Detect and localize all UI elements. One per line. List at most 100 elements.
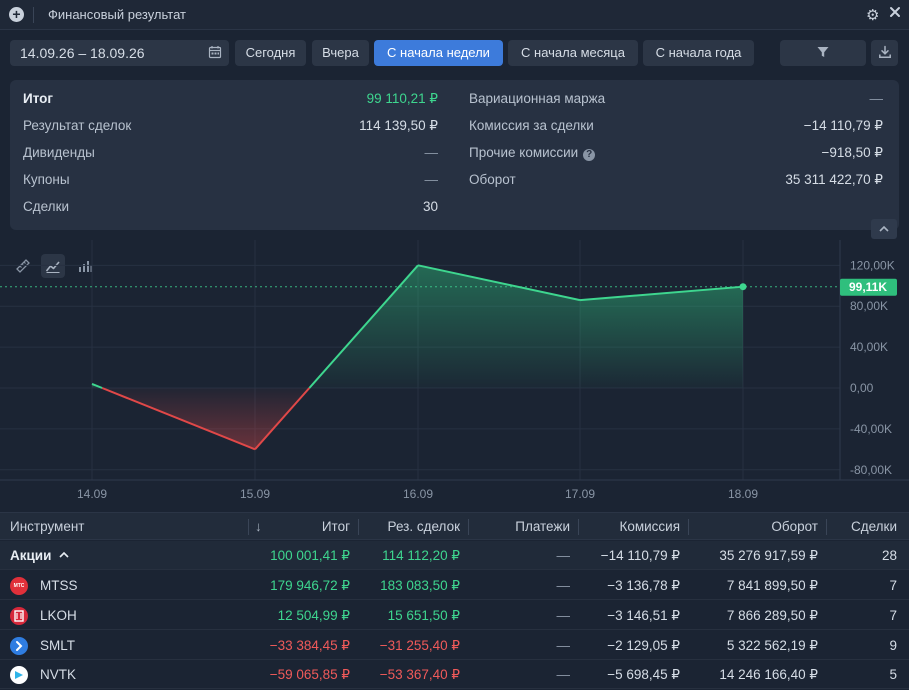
row-total: 12 504,99 ₽ xyxy=(277,608,350,623)
calendar-icon[interactable] xyxy=(208,40,222,66)
col-divider[interactable] xyxy=(688,519,689,535)
row-deals: 7 xyxy=(889,578,897,593)
title-bar: + Финансовый результат ⚙ xyxy=(0,0,909,30)
loss-line xyxy=(254,387,311,450)
summary-turnover-label: Оборот xyxy=(469,172,516,187)
summary-dividends-label: Дивиденды xyxy=(23,145,95,160)
row-turnover: 7 866 289,50 ₽ xyxy=(726,608,818,623)
table-header: Инструмент ↓ Итог Рез. сделок Платежи Ко… xyxy=(0,512,909,540)
current-point-marker xyxy=(739,283,747,291)
summary-other-commissions-label: Прочие комиссии? xyxy=(469,145,596,161)
logo-text: МТС xyxy=(13,583,25,589)
row-total: −59 065,85 ₽ xyxy=(269,667,350,682)
row-payments: — xyxy=(556,638,571,653)
period-year-button[interactable]: С начала года xyxy=(643,40,754,66)
instrument-ticker[interactable]: NVTK xyxy=(40,667,77,682)
table-row[interactable]: МТС MTSS 179 946,72 ₽ 183 083,50 ₽ — −3 136,7… xyxy=(0,571,909,600)
col-total[interactable]: Итог xyxy=(321,519,350,534)
instrument-logo-icon xyxy=(10,666,28,684)
row-total: 179 946,72 ₽ xyxy=(270,578,350,593)
row-deals-result: 183 083,50 ₽ xyxy=(380,578,460,593)
row-deals: 9 xyxy=(889,638,897,653)
summary-total-value: 99 110,21 ₽ xyxy=(366,91,438,106)
profit-area xyxy=(418,265,580,388)
row-deals-result: −53 367,40 ₽ xyxy=(379,667,460,682)
chevron-up-icon[interactable] xyxy=(59,551,69,559)
row-payments: — xyxy=(556,608,571,623)
table-row[interactable]: NVTK −59 065,85 ₽ −53 367,40 ₽ — −5 698,45 ₽… xyxy=(0,660,909,689)
line-chart-tool-button[interactable] xyxy=(41,254,65,278)
col-turnover[interactable]: Оборот xyxy=(771,519,818,534)
summary-panel xyxy=(10,80,899,230)
current-value-label: 99,11K xyxy=(849,280,887,294)
chevron-up-icon xyxy=(879,225,889,232)
instrument-logo-icon xyxy=(10,607,28,625)
period-today-button[interactable]: Сегодня xyxy=(235,40,306,66)
row-turnover: 5 322 562,19 ₽ xyxy=(726,638,818,653)
period-yesterday-button[interactable]: Вчера xyxy=(312,40,369,66)
filter-icon xyxy=(817,47,829,57)
col-deals[interactable]: Сделки xyxy=(850,519,897,534)
x-tick-label: 18.09 xyxy=(728,487,758,501)
col-deals-result[interactable]: Рез. сделок xyxy=(387,519,460,534)
bar-chart-tool-button[interactable] xyxy=(73,254,97,278)
col-divider[interactable] xyxy=(468,519,469,535)
summary-turnover-value: 35 311 422,70 ₽ xyxy=(785,172,883,187)
instrument-logo-icon xyxy=(10,637,28,655)
col-instrument[interactable]: Инструмент xyxy=(10,519,85,534)
summary-commission-label: Комиссия за сделки xyxy=(469,118,594,133)
period-month-button[interactable]: С начала месяца xyxy=(508,40,638,66)
row-commission: −3 136,78 ₽ xyxy=(607,578,680,593)
col-divider[interactable] xyxy=(578,519,579,535)
row-turnover: 14 246 166,40 ₽ xyxy=(719,667,818,682)
instrument-logo-icon: МТС xyxy=(10,577,28,595)
instrument-ticker[interactable]: SMLT xyxy=(40,638,76,653)
bar-chart-icon xyxy=(79,261,92,272)
x-tick-label: 14.09 xyxy=(77,487,107,501)
collapse-summary-button[interactable] xyxy=(871,219,897,239)
loss-line xyxy=(101,387,256,451)
period-week-button[interactable]: С начала недели xyxy=(374,40,503,66)
sort-desc-icon[interactable]: ↓ xyxy=(255,519,262,534)
row-commission: −5 698,45 ₽ xyxy=(607,667,680,682)
gear-icon[interactable]: ⚙ xyxy=(866,7,880,24)
instrument-ticker[interactable]: MTSS xyxy=(40,578,78,593)
date-range-field[interactable]: 14.09.26 – 18.09.26 xyxy=(10,40,229,66)
summary-coupons-value: — xyxy=(424,172,439,187)
instrument-ticker[interactable]: LKOH xyxy=(40,608,77,623)
group-deals-result: 114 112,20 ₽ xyxy=(382,548,460,563)
row-commission: −3 146,51 ₽ xyxy=(607,608,680,623)
add-widget-icon[interactable]: + xyxy=(9,7,24,22)
summary-deals-count-label: Сделки xyxy=(23,199,70,214)
row-deals-result: 15 651,50 ₽ xyxy=(387,608,460,623)
col-divider[interactable] xyxy=(358,519,359,535)
y-tick-label: 80,00K xyxy=(850,299,888,313)
close-icon[interactable] xyxy=(888,5,902,23)
profit-line xyxy=(91,382,103,389)
col-commission[interactable]: Комиссия xyxy=(619,519,680,534)
y-tick-label: 0,00 xyxy=(850,381,874,395)
group-deals: 28 xyxy=(881,548,897,563)
profit-line xyxy=(308,264,419,389)
profit-line xyxy=(579,285,744,302)
table-row[interactable]: LKOH 12 504,99 ₽ 15 651,50 ₽ — −3 146,51 ₽ 7 … xyxy=(0,601,909,630)
help-icon[interactable]: ? xyxy=(583,149,596,161)
download-icon xyxy=(878,45,891,59)
download-button[interactable] xyxy=(871,40,898,66)
table-group-row-stocks[interactable]: Акции 100 001,41 ₽ 114 112,20 ₽ — −14 11… xyxy=(0,541,909,570)
table-row[interactable]: SMLT −33 384,45 ₽ −31 255,40 ₽ — −2 129,05 ₽… xyxy=(0,631,909,660)
current-value-badge xyxy=(840,278,897,296)
col-divider[interactable] xyxy=(248,519,249,535)
group-turnover: 35 276 917,59 ₽ xyxy=(719,548,818,563)
filter-button[interactable] xyxy=(780,40,866,66)
x-tick-label: 17.09 xyxy=(565,487,595,501)
col-divider[interactable] xyxy=(826,519,827,535)
summary-variation-margin-label: Вариационная маржа xyxy=(469,91,606,106)
y-tick-label: 40,00K xyxy=(850,340,888,354)
col-payments[interactable]: Платежи xyxy=(515,519,570,534)
group-commission: −14 110,79 ₽ xyxy=(600,548,680,563)
summary-deals-result-label: Результат сделок xyxy=(23,118,132,133)
row-payments: — xyxy=(556,667,571,682)
summary-commission-value: −14 110,79 ₽ xyxy=(803,118,883,133)
summary-total-label: Итог xyxy=(23,91,54,106)
